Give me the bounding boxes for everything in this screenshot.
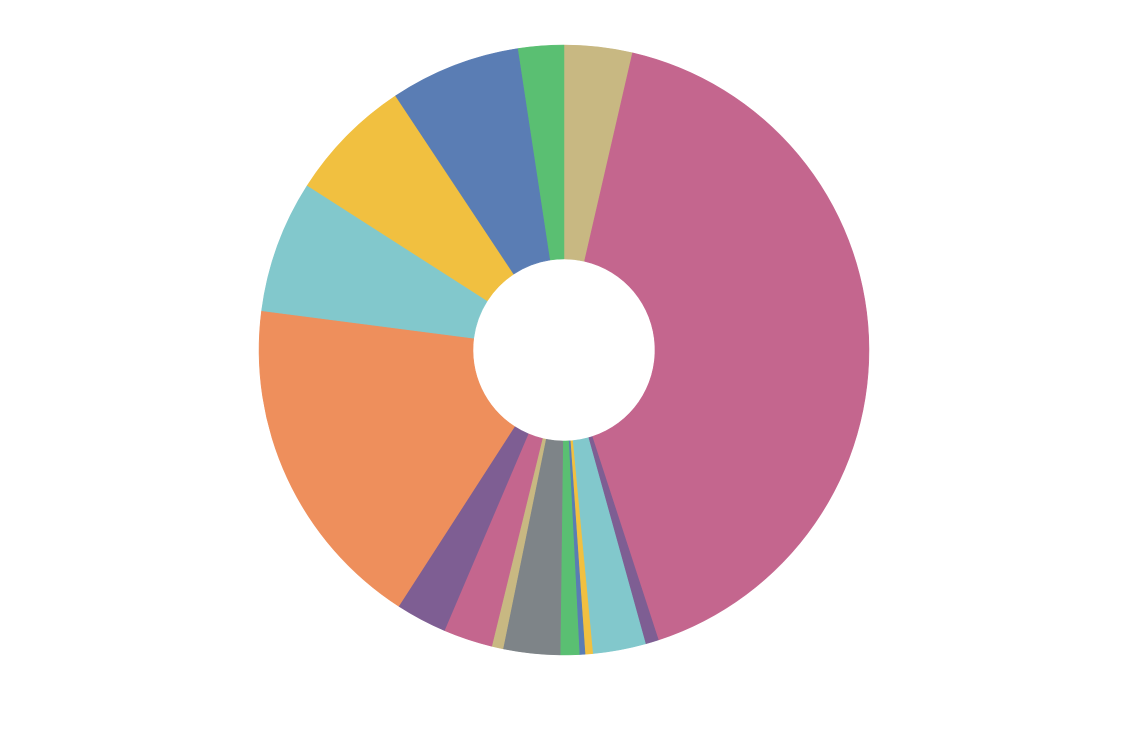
donut-slice: [395, 48, 551, 275]
donut-slice: [584, 52, 870, 641]
donut-slice: [517, 44, 565, 261]
donut-slice: [258, 310, 516, 607]
